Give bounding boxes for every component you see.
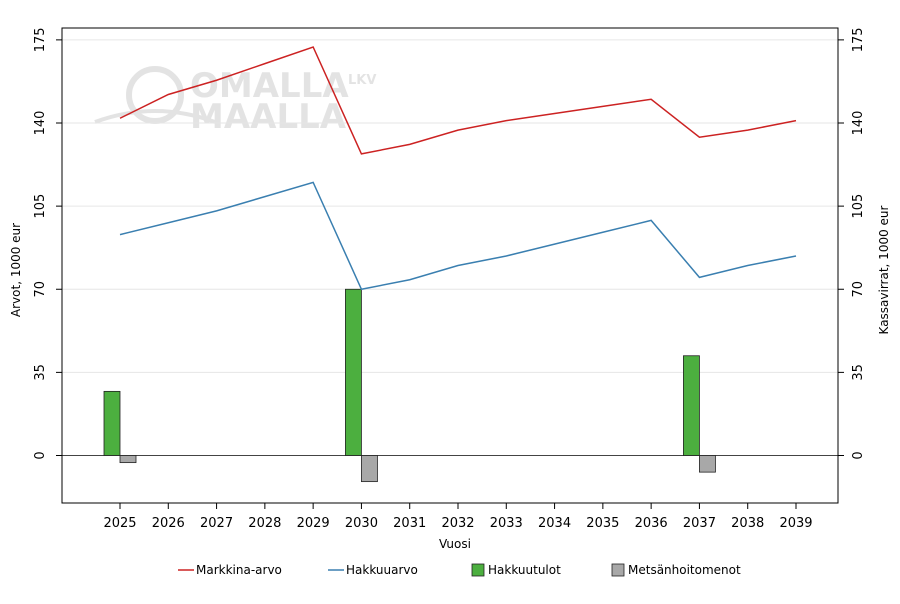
bar-hakkuutulot [345,288,362,456]
x-tick-label: 2038 [731,516,764,531]
x-tick-label: 2026 [152,516,185,531]
x-tick-label: 2029 [297,516,330,531]
left-tick-label: 105 [33,194,48,219]
axes [56,27,844,509]
left-tick-label: 35 [33,364,48,381]
legend: Markkina-arvo Hakkuuarvo Hakkuutulot Metsän… [178,563,741,577]
left-tick-labels: 0 35 70 105 140 175 [33,27,48,459]
right-tick-label: 35 [851,364,866,381]
x-tick-label: 2027 [200,516,233,531]
legend-label-hakkuutulot: Hakkuutulot [488,563,561,577]
watermark-swoosh [94,109,216,124]
watermark-line1: OMALLA [190,66,349,106]
watermark-tree-icon [126,66,184,124]
x-tick-label: 2039 [779,516,812,531]
x-tick-label: 2034 [538,516,571,531]
right-tick-label: 70 [851,281,866,298]
watermark-suffix: LKV [348,73,376,88]
plot-frame [61,27,839,504]
lines [119,46,797,291]
x-tick-label: 2036 [635,516,668,531]
left-tick-label: 175 [33,27,48,52]
legend-label-markkina-arvo: Markkina-arvo [196,563,282,577]
bar-mets-nhoitomenot [119,455,137,464]
legend-label-mets-nhoitomenot: Metsänhoitomenot [628,563,741,577]
watermark-line2: MAALLA [190,97,347,137]
bar-hakkuutulot [683,355,700,456]
left-tick-label: 0 [33,451,48,459]
watermark-logo: OMALLA MAALLA LKV [94,66,376,137]
gridlines [62,39,838,456]
right-tick-label: 105 [851,194,866,219]
x-tick-label: 2035 [586,516,619,531]
x-axis-title: Vuosi [439,537,471,551]
bar-mets-nhoitomenot [699,455,716,473]
x-tick-labels: 2025 2026 2027 2028 2029 2030 2031 2032 2033 2034… [103,516,812,531]
bars [103,288,716,483]
right-tick-label: 175 [851,27,866,52]
line-markkina-arvo [119,46,797,155]
x-tick-label: 2030 [345,516,378,531]
bar-hakkuutulot [103,390,121,456]
right-tick-label: 0 [851,451,866,459]
legend-label-hakkuuarvo: Hakkuuarvo [346,563,418,577]
line-hakkuuarvo [119,181,797,291]
x-tick-label: 2032 [441,516,474,531]
x-tick-label: 2025 [103,516,136,531]
left-tick-label: 70 [33,281,48,298]
right-tick-labels: 0 35 70 105 140 175 [851,27,866,459]
legend-swatch-mets-nhoitomenot [611,563,625,577]
left-axis-title: Arvot, 1000 eur [9,223,23,317]
right-axis-title: Kassavirrat, 1000 eur [877,205,891,334]
x-tick-label: 2028 [248,516,281,531]
legend-swatch-hakkuutulot [471,563,485,577]
left-tick-label: 140 [33,111,48,136]
bar-mets-nhoitomenot [361,455,378,483]
x-tick-label: 2033 [490,516,523,531]
x-tick-label: 2031 [393,516,426,531]
x-tick-label: 2037 [683,516,716,531]
right-tick-label: 140 [851,111,866,136]
